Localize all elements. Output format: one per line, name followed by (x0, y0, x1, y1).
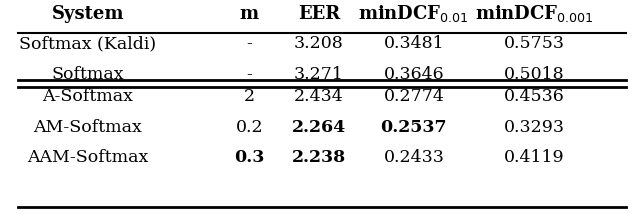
Text: 2.264: 2.264 (292, 119, 346, 136)
Text: 0.3: 0.3 (234, 149, 264, 166)
Text: 0.3646: 0.3646 (383, 66, 444, 83)
Text: 3.271: 3.271 (294, 66, 344, 83)
Text: 2.238: 2.238 (292, 149, 346, 166)
Text: 0.2: 0.2 (236, 119, 263, 136)
Text: System: System (52, 4, 124, 23)
Text: Softmax: Softmax (52, 66, 124, 83)
Text: 0.5018: 0.5018 (504, 66, 564, 83)
Text: EER: EER (298, 4, 340, 23)
Text: 0.5753: 0.5753 (504, 35, 564, 52)
Text: 2.434: 2.434 (294, 88, 344, 105)
Text: minDCF$_{0.01}$: minDCF$_{0.01}$ (358, 3, 469, 24)
Text: AM-Softmax: AM-Softmax (33, 119, 142, 136)
Text: 0.4536: 0.4536 (504, 88, 564, 105)
Text: 0.3293: 0.3293 (504, 119, 564, 136)
Text: Softmax (Kaldi): Softmax (Kaldi) (19, 35, 156, 52)
Text: A-Softmax: A-Softmax (42, 88, 133, 105)
Text: -: - (246, 35, 252, 52)
Text: minDCF$_{0.001}$: minDCF$_{0.001}$ (475, 3, 593, 24)
Text: m: m (239, 4, 259, 23)
Text: -: - (246, 66, 252, 83)
Text: AAM-Softmax: AAM-Softmax (27, 149, 148, 166)
Text: 0.4119: 0.4119 (504, 149, 564, 166)
Text: 2: 2 (244, 88, 255, 105)
Text: 0.2433: 0.2433 (383, 149, 444, 166)
Text: 0.3481: 0.3481 (383, 35, 444, 52)
Text: 3.208: 3.208 (294, 35, 344, 52)
Text: 0.2774: 0.2774 (383, 88, 444, 105)
Text: 0.2537: 0.2537 (381, 119, 447, 136)
